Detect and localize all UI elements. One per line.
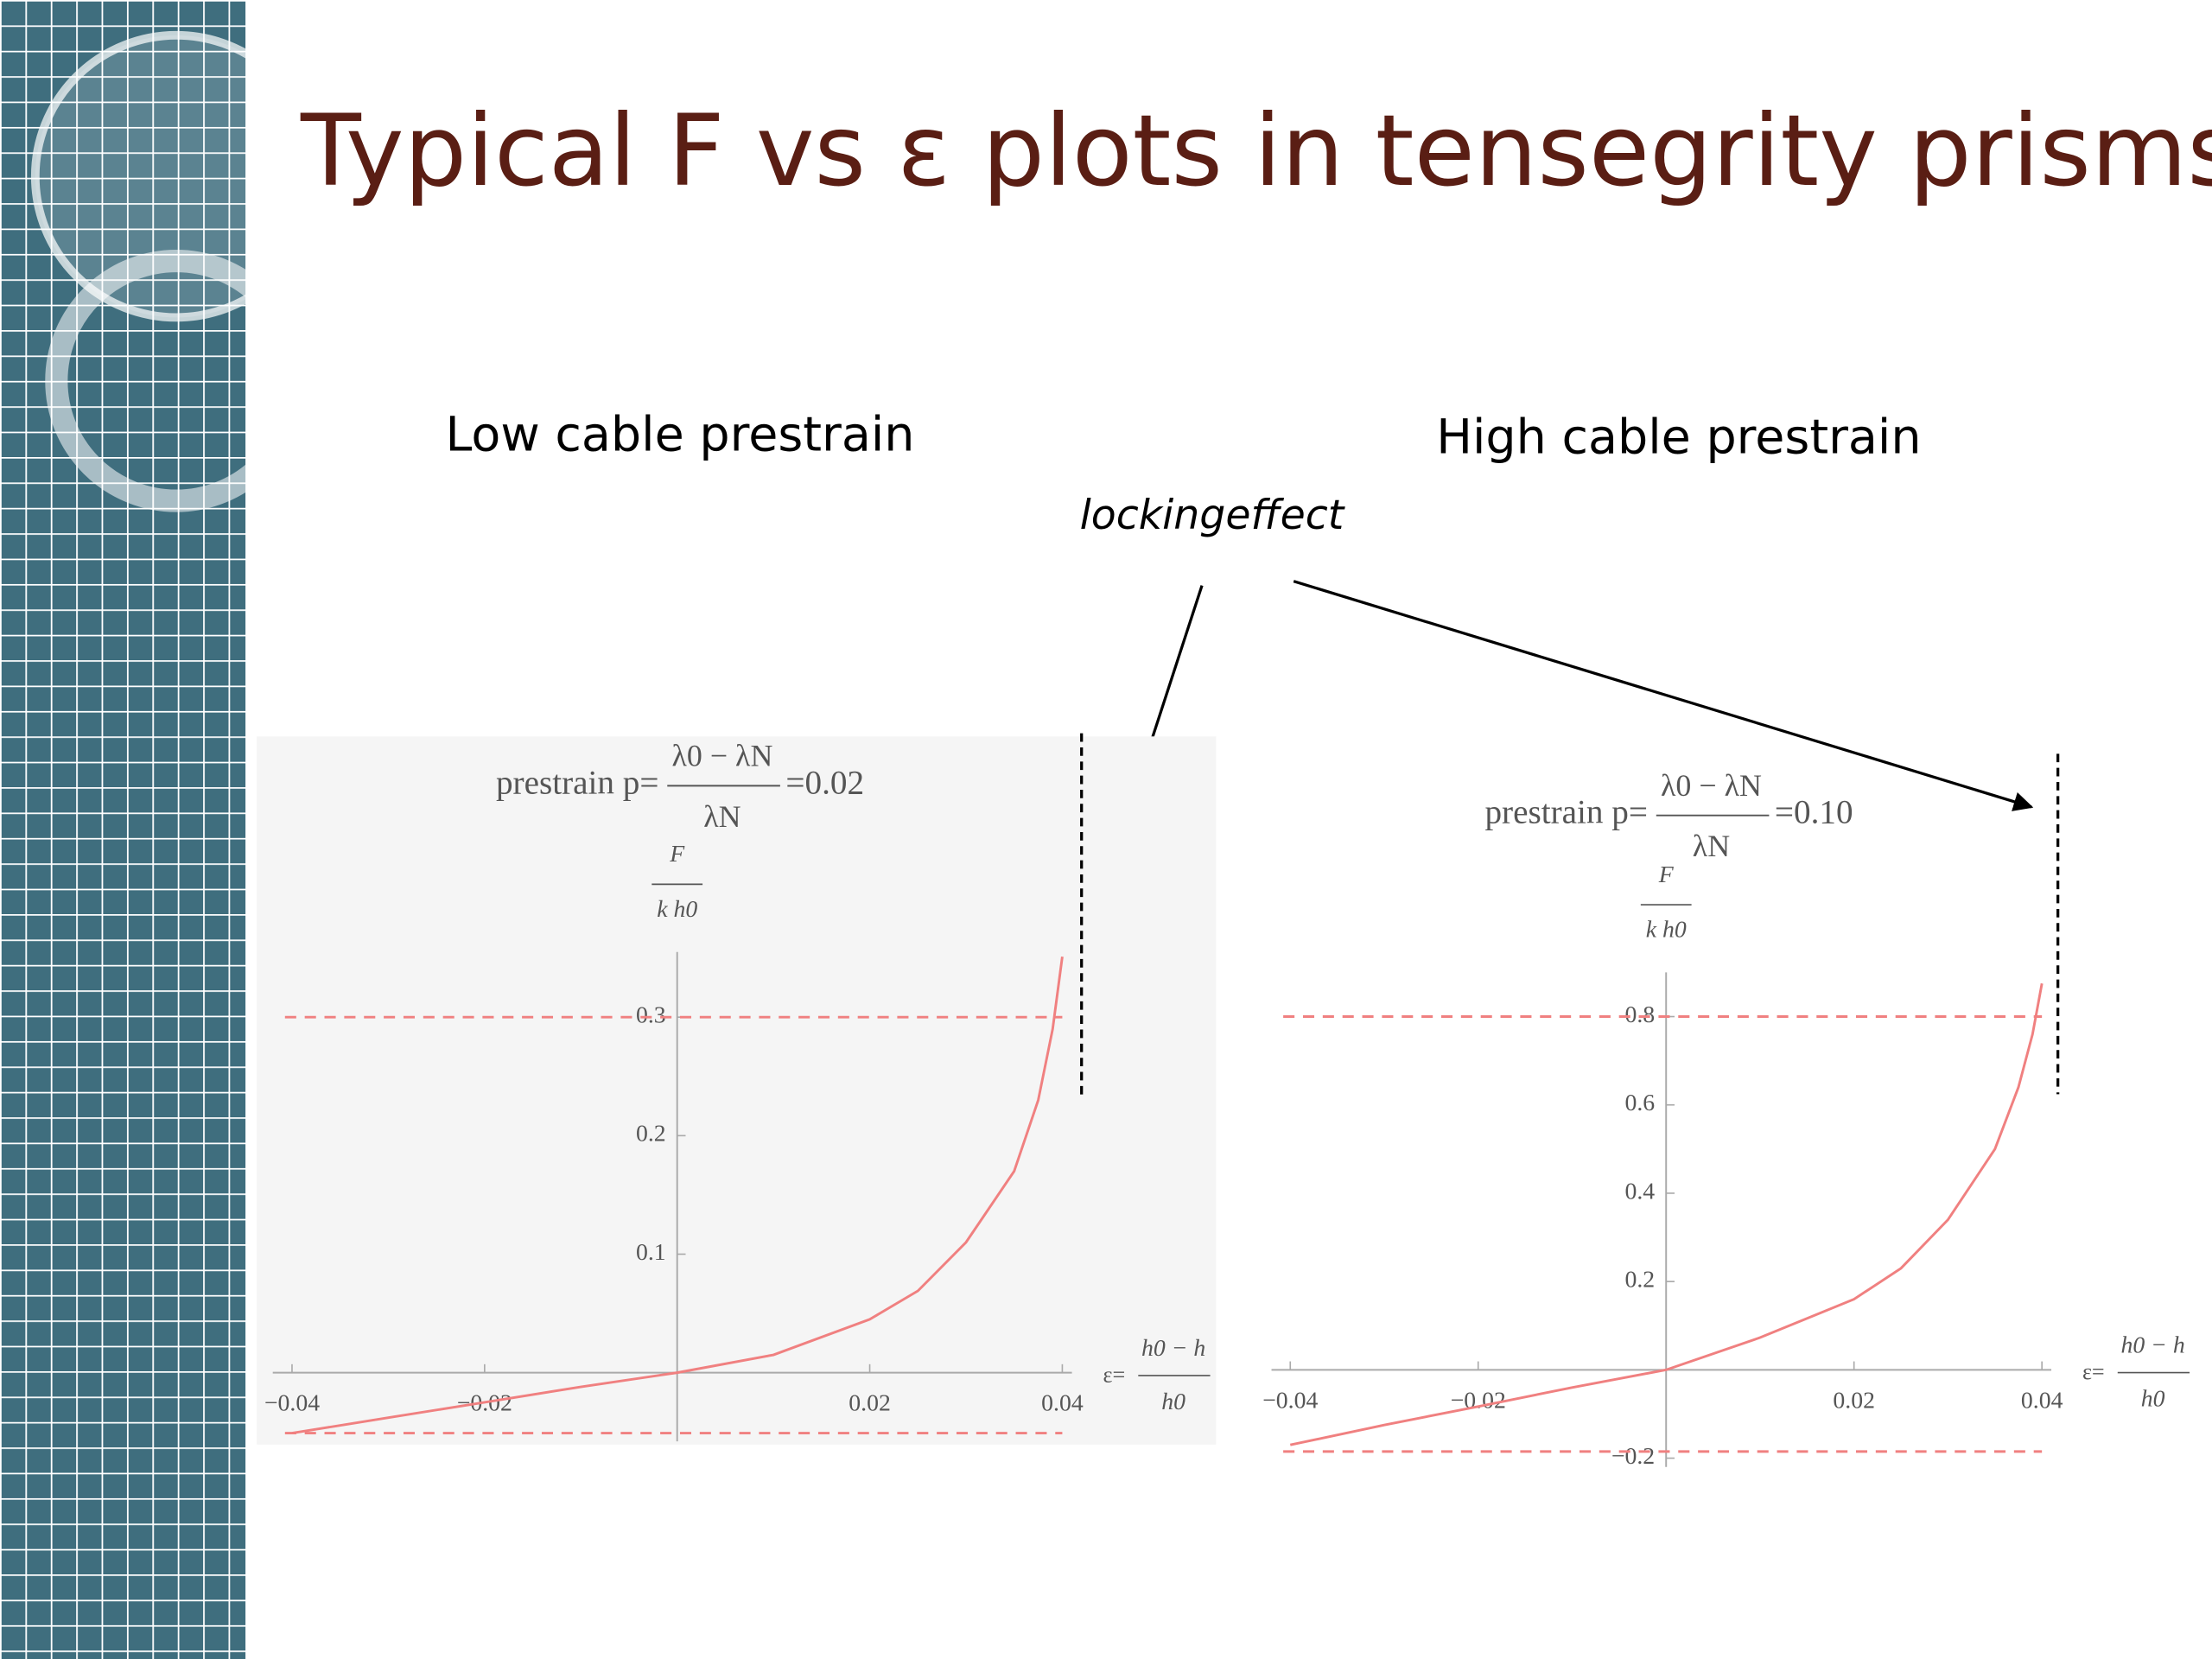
x-label-prefix: ε= xyxy=(2082,1359,2105,1384)
plot-panel xyxy=(257,736,1217,1445)
chart-subtitle: High cable prestrain xyxy=(1436,410,1921,466)
x-tick-label: −0.04 xyxy=(1262,1387,1318,1414)
y-label-numerator: F xyxy=(1658,861,1675,888)
chart-subtitle: Low cable prestrain xyxy=(445,406,914,462)
x-label-numerator: h0 − h xyxy=(1141,1335,1205,1362)
x-label-numerator: h0 − h xyxy=(2120,1332,2184,1359)
x-tick-label: 0.02 xyxy=(849,1390,891,1417)
formula-numerator: λ0 − λN xyxy=(671,739,772,773)
y-label-numerator: F xyxy=(669,841,685,868)
decor-circle xyxy=(45,249,308,512)
y-tick-label: 0.8 xyxy=(1624,1001,1655,1028)
y-tick-label: 0.4 xyxy=(1624,1178,1655,1205)
y-tick-label: 0.2 xyxy=(1624,1267,1655,1294)
formula-prefix: prestrain p= xyxy=(496,764,659,801)
y-label-denominator: k h0 xyxy=(1646,916,1687,943)
y-tick-label: 0.1 xyxy=(636,1239,666,1266)
y-tick-label: 0.3 xyxy=(636,1002,666,1029)
y-tick-label: 0.2 xyxy=(636,1121,666,1147)
formula-denominator: λN xyxy=(703,799,741,834)
annotation: lockingeffect xyxy=(1080,492,1346,539)
y-tick-label: −0.2 xyxy=(1611,1443,1655,1470)
x-label-prefix: ε= xyxy=(1103,1363,1125,1388)
formula-denominator: λN xyxy=(1693,829,1730,863)
arrow xyxy=(1293,580,2034,811)
x-tick-label: 0.04 xyxy=(1041,1390,1084,1417)
formula-value: =0.10 xyxy=(1775,794,1853,831)
x-label-denominator: h0 xyxy=(1161,1389,1185,1415)
x-tick-label: 0.02 xyxy=(1833,1387,1875,1414)
x-tick-label: −0.04 xyxy=(264,1390,320,1417)
slide-title: Typical F vs ε plots in tensegrity prism… xyxy=(300,93,2212,208)
formula-prefix: prestrain p= xyxy=(1484,794,1648,831)
x-tick-label: 0.04 xyxy=(2021,1387,2063,1414)
formula-value: =0.02 xyxy=(785,764,864,801)
decor-circle xyxy=(30,30,322,322)
formula-numerator: λ0 − λN xyxy=(1661,768,1762,803)
y-tick-label: 0.6 xyxy=(1624,1090,1655,1116)
series-line xyxy=(1289,982,2044,1446)
series-line xyxy=(291,957,1064,1435)
y-label-denominator: k h0 xyxy=(657,896,697,923)
x-label-denominator: h0 xyxy=(2141,1386,2165,1413)
